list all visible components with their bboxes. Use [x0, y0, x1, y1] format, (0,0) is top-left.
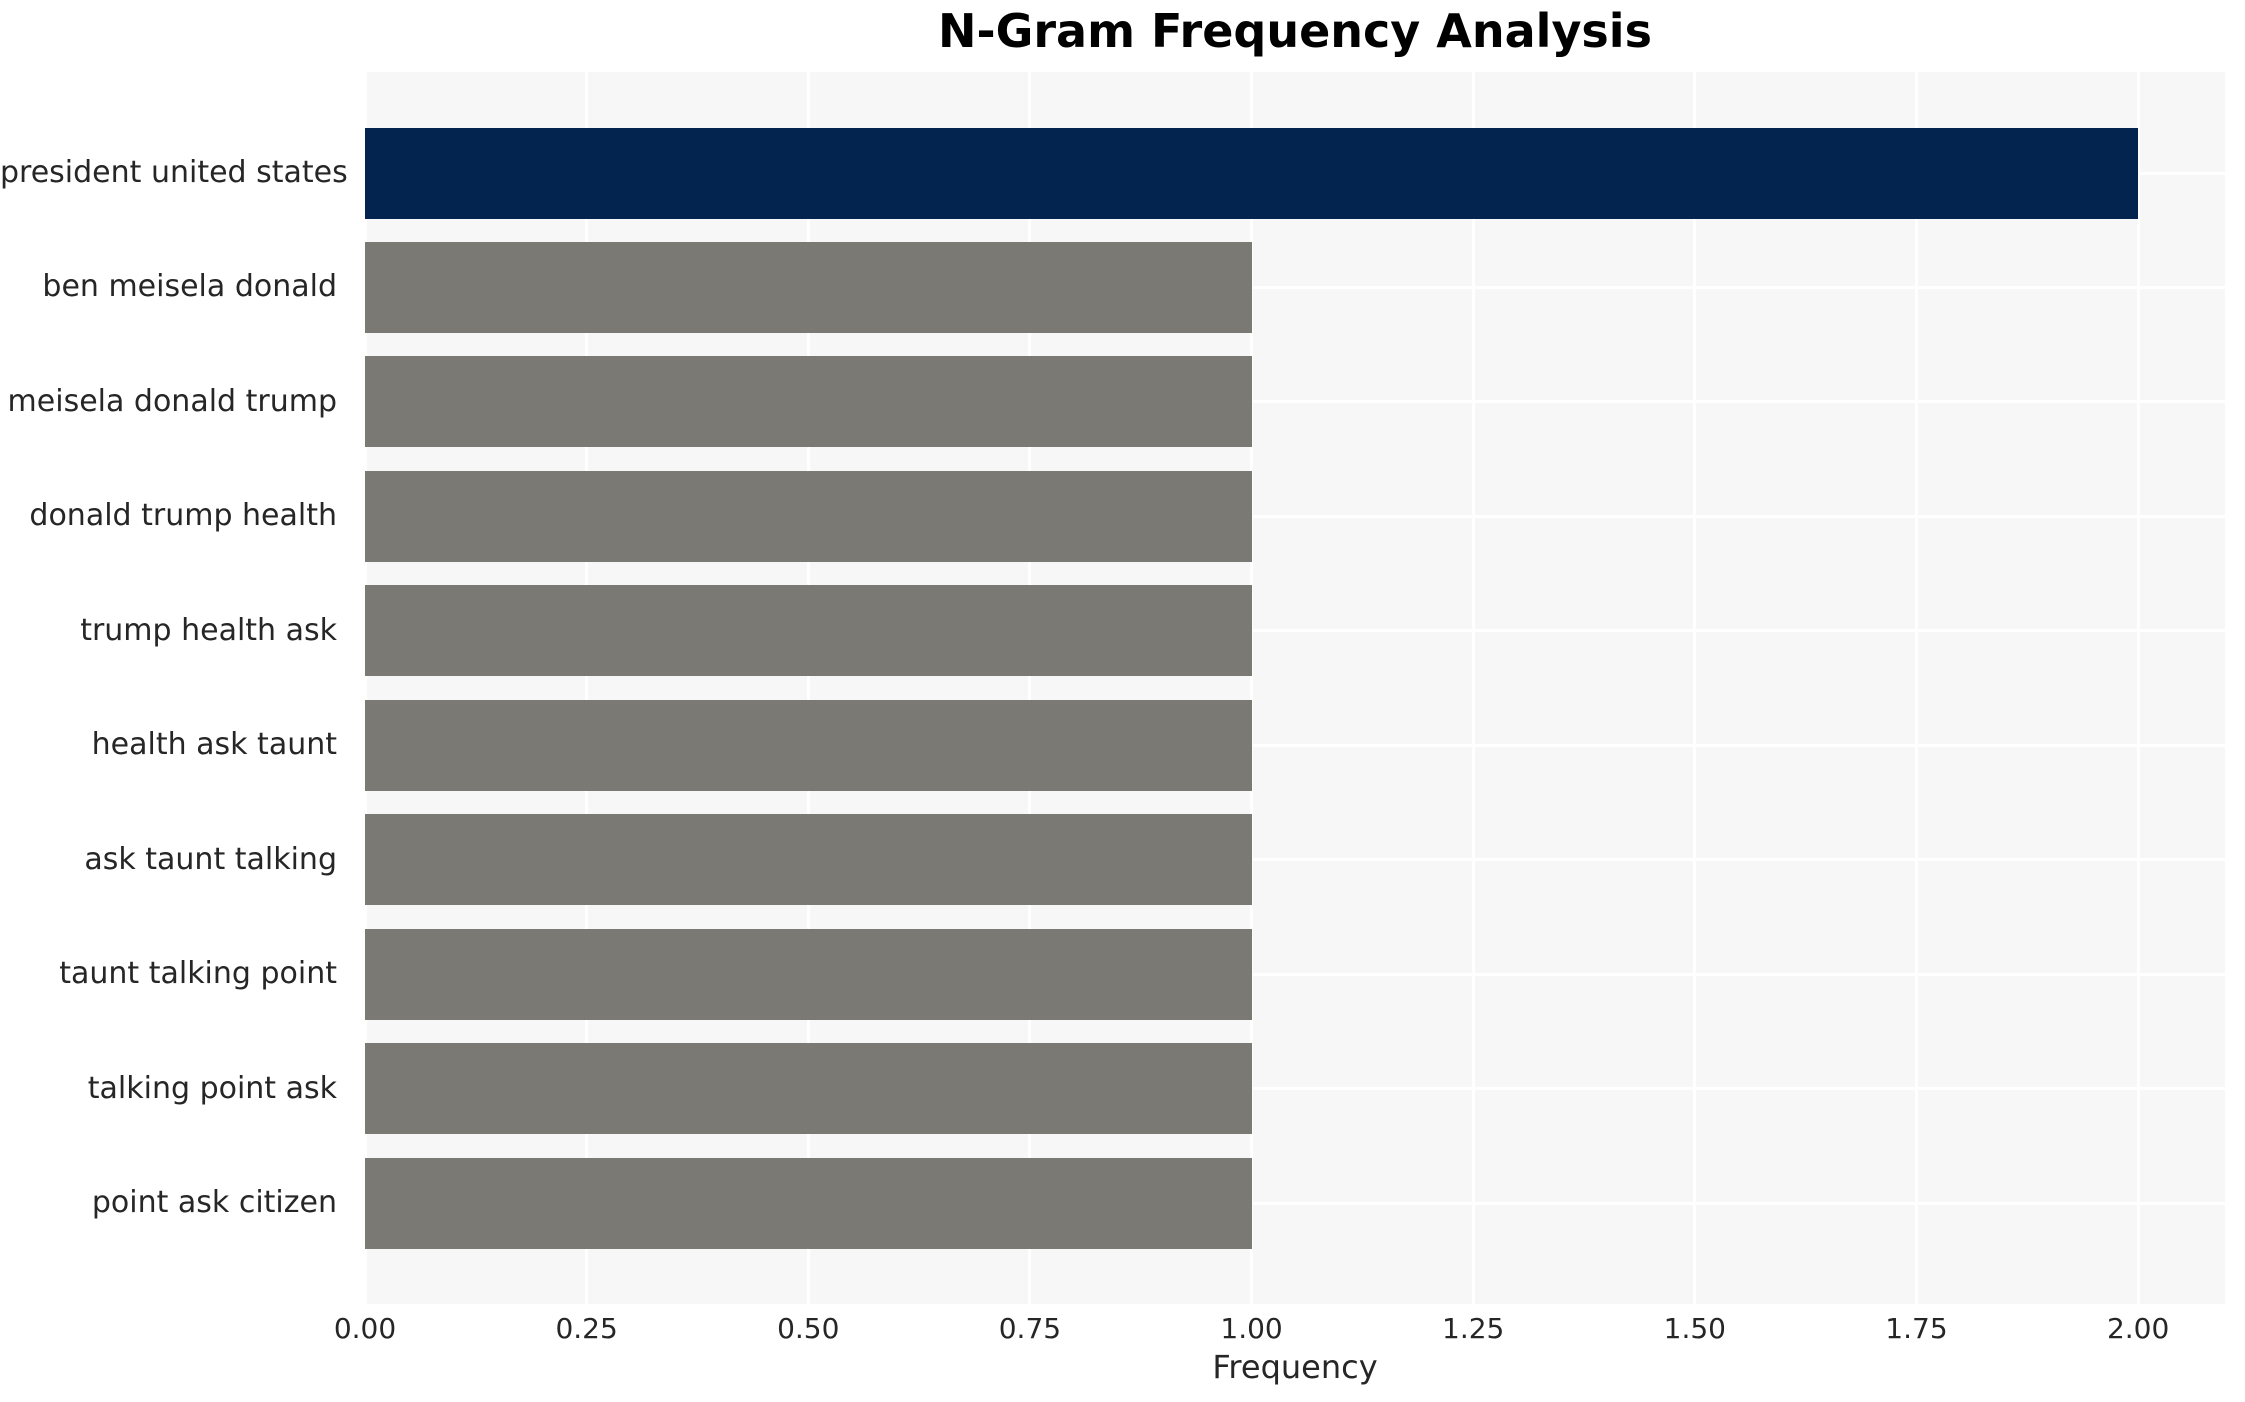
gridline-vertical: [1914, 72, 1918, 1304]
bar: [365, 356, 1252, 448]
gridline-horizontal: [365, 514, 2225, 518]
gridline-horizontal: [365, 285, 2225, 289]
bar: [365, 1043, 1252, 1135]
bar: [365, 241, 1252, 333]
y-tick-label: talking point ask: [87, 1070, 337, 1106]
y-tick-label: trump health ask: [80, 612, 337, 648]
y-tick-label: taunt talking point: [59, 956, 337, 992]
bar: [365, 470, 1252, 562]
gridline-horizontal: [365, 743, 2225, 747]
y-tick-label: health ask taunt: [91, 727, 337, 763]
y-tick-label: donald trump health: [29, 498, 337, 534]
x-tick-label: 0.00: [333, 1312, 397, 1345]
gridline-vertical: [1471, 72, 1475, 1304]
bar: [365, 928, 1252, 1020]
x-tick-label: 0.75: [998, 1312, 1062, 1345]
x-tick-label: 1.00: [1220, 1312, 1283, 1345]
gridline-vertical: [363, 72, 367, 1304]
y-tick-label: meisela donald trump: [7, 383, 337, 419]
bar: [365, 127, 2139, 219]
bar: [365, 814, 1252, 906]
bar: [365, 1157, 1252, 1249]
y-tick-label: president united states: [0, 155, 348, 190]
bar: [365, 699, 1252, 791]
x-tick-label: 0.50: [777, 1312, 840, 1345]
bar: [365, 585, 1252, 677]
gridline-vertical: [1028, 72, 1032, 1304]
gridline-horizontal: [365, 1087, 2225, 1091]
gridline-vertical: [2136, 72, 2140, 1304]
x-tick-label: 2.00: [2106, 1312, 2170, 1345]
x-tick-label: 0.25: [555, 1312, 618, 1345]
x-tick-label: 1.50: [1663, 1312, 1726, 1345]
y-tick-label: point ask citizen: [91, 1185, 337, 1220]
gridline-vertical: [1250, 72, 1254, 1304]
x-tick-label: 1.25: [1442, 1312, 1505, 1345]
x-axis-ticks: 0.00 0.25 0.50 0.75 1.00 1.25 1.50 1.75 2.00: [0, 1312, 2245, 1352]
y-tick-label: ben meisela donald: [42, 269, 337, 305]
x-tick-label: 1.75: [1885, 1312, 1948, 1345]
gridline-horizontal: [365, 629, 2225, 633]
chart-title: N-Gram Frequency Analysis: [938, 4, 1652, 58]
gridline-horizontal: [365, 400, 2225, 404]
gridline-vertical: [585, 72, 589, 1304]
gridline-horizontal: [365, 858, 2225, 862]
y-tick-label: ask taunt talking: [84, 841, 337, 877]
x-axis-label: Frequency: [1212, 1348, 1378, 1386]
gridline-vertical: [806, 72, 810, 1304]
gridline-horizontal: [365, 972, 2225, 976]
gridline-horizontal: [365, 1201, 2225, 1205]
gridline-vertical: [1693, 72, 1697, 1304]
plot-area: [363, 72, 2225, 1304]
y-axis-labels: president united states ben meisela donal…: [0, 72, 351, 1304]
